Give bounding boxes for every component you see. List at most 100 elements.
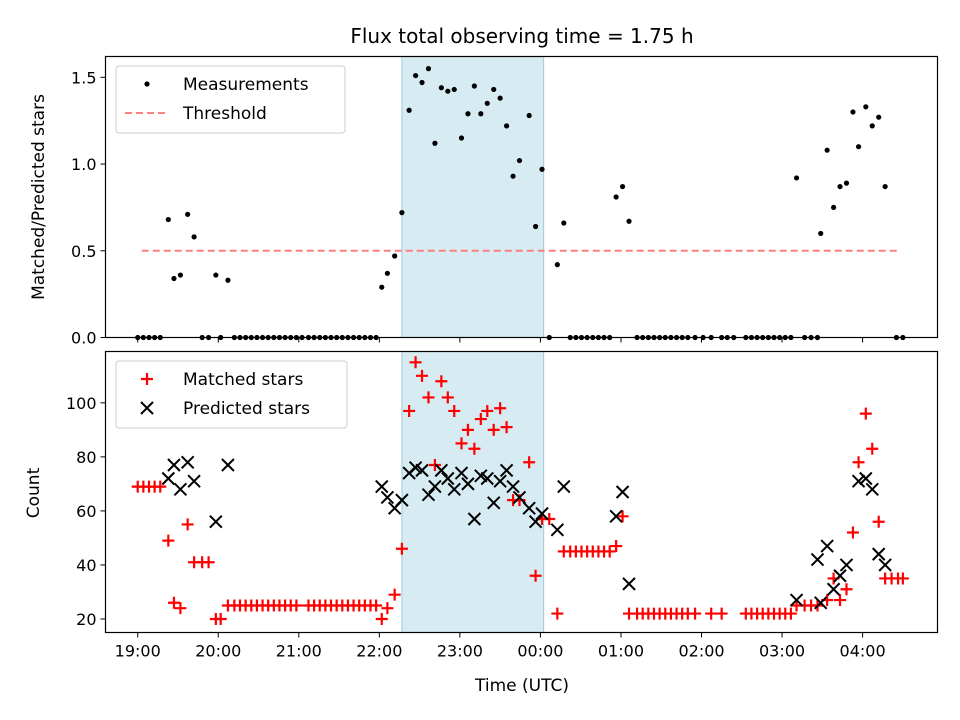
predicted-stars-point (820, 539, 834, 553)
measurement-point (831, 204, 837, 211)
predicted-stars-point (814, 596, 828, 610)
predicted-stars-point (454, 466, 469, 480)
y-tick-label: 60 (76, 502, 96, 521)
predicted-stars-point (461, 477, 475, 491)
matched-stars-point (474, 413, 487, 426)
measurement-point (837, 183, 843, 190)
predicted-stars-point (173, 482, 188, 497)
measurement-point (619, 183, 626, 190)
matched-stars-point (603, 545, 616, 558)
predicted-stars-point (499, 463, 514, 478)
measurement-point (824, 147, 830, 153)
measurement-point (503, 123, 510, 129)
matched-stars-point (162, 534, 175, 547)
matched-stars-point (455, 437, 468, 450)
x-axis-ticks: 19:00 20:00 21:00 22:00 23:00 00:00 01:00 02:00… (115, 632, 886, 661)
x-tick-label: 19:00 (115, 642, 161, 661)
matched-stars-point (290, 599, 303, 612)
y-axis-ticks: 0.0 0.5 1.0 1.5 (71, 68, 106, 348)
measurement-point (818, 230, 824, 237)
matched-stars-point (416, 369, 429, 382)
panel-top: Flux total observing time = 1.75 h 0.00.… (29, 24, 939, 348)
measurement-point (445, 88, 451, 94)
measurement-point (510, 173, 516, 179)
y-tick-label: 1.0 (71, 155, 96, 174)
measurement-point (213, 272, 219, 278)
predicted-stars-point (434, 463, 449, 478)
predicted-stars-point (789, 593, 804, 607)
matched-stars-point (441, 391, 454, 404)
measurement-point (451, 86, 457, 93)
measurement-point (392, 253, 398, 259)
predicted-stars-point (826, 582, 841, 596)
matched-stars-point (481, 404, 494, 417)
measurement-point (465, 111, 471, 117)
matched-stars-point (202, 556, 215, 569)
matched-stars-point (468, 442, 481, 455)
matched-stars-point (395, 542, 408, 555)
predicted-stars-point (839, 558, 854, 572)
predicted-stars-point (865, 482, 879, 497)
legend-label-matched: Matched stars (183, 370, 303, 390)
y-tick-label: 80 (76, 448, 96, 467)
matched-stars-point (448, 404, 461, 417)
y-tick-label: 1.5 (71, 68, 96, 87)
matched-stars-point (181, 518, 194, 531)
matched-stars-point (174, 602, 187, 615)
x-tick-label: 21:00 (276, 642, 322, 661)
legend-box (115, 65, 346, 134)
x-tick-label: 23:00 (437, 642, 483, 661)
legend-marker-predicted (140, 401, 154, 415)
predicted-stars-point (528, 515, 543, 529)
x-tick-label: 01:00 (598, 642, 644, 661)
measurement-point (185, 211, 191, 217)
matched-stars-point (616, 510, 629, 523)
matched-stars-point (403, 404, 416, 417)
matched-stars-point (610, 540, 623, 553)
legend: Measurements Threshold (115, 65, 346, 134)
matched-stars-point (846, 526, 859, 539)
matched-stars-point (896, 572, 909, 585)
predicted-stars-point (380, 490, 395, 505)
measurement-point (516, 157, 523, 164)
measurement-point (869, 123, 875, 129)
measurement-point (539, 166, 545, 172)
matched-stars-point (529, 569, 542, 582)
legend: Matched stars Predicted stars (115, 360, 348, 429)
x-tick-label: 04:00 (840, 642, 886, 661)
measurement-point (532, 223, 539, 230)
predicted-stars-point (810, 552, 825, 567)
matched-stars-point (866, 442, 879, 455)
x-axis-label: Time (UTC) (474, 676, 569, 696)
y-axis-label: Matched/Predicted stars (29, 94, 49, 300)
measurement-point (379, 284, 385, 290)
measurement-point (165, 216, 171, 223)
measurement-point (225, 277, 231, 283)
x-tick-label: 22:00 (356, 642, 402, 661)
predicted-stars-point (851, 474, 866, 488)
matched-stars-point (543, 513, 556, 526)
legend-marker-matched (141, 373, 153, 385)
x-axis-ticks (137, 337, 864, 343)
chart-title: Flux total observing time = 1.75 h (350, 24, 693, 48)
matched-stars-point (435, 375, 448, 388)
legend-box (115, 360, 348, 429)
predicted-stars-point (522, 501, 536, 515)
x-tick-label: 02:00 (678, 642, 724, 661)
matched-stars-point (834, 594, 847, 607)
measurement-point (863, 104, 869, 110)
measurement-point (478, 111, 484, 117)
matched-stars-point (388, 588, 401, 601)
shaded-band (401, 56, 545, 338)
matched-stars-point (214, 612, 227, 625)
matched-stars-point (689, 607, 702, 620)
series-layer (131, 356, 909, 625)
predicted-stars-point (161, 471, 176, 486)
predicted-stars-point (421, 487, 436, 502)
measurement-point (850, 109, 856, 115)
predicted-stars-point (415, 463, 429, 478)
y-tick-label: 20 (76, 610, 96, 629)
y-tick-label: 0.0 (71, 329, 96, 348)
y-tick-label: 40 (76, 556, 96, 575)
